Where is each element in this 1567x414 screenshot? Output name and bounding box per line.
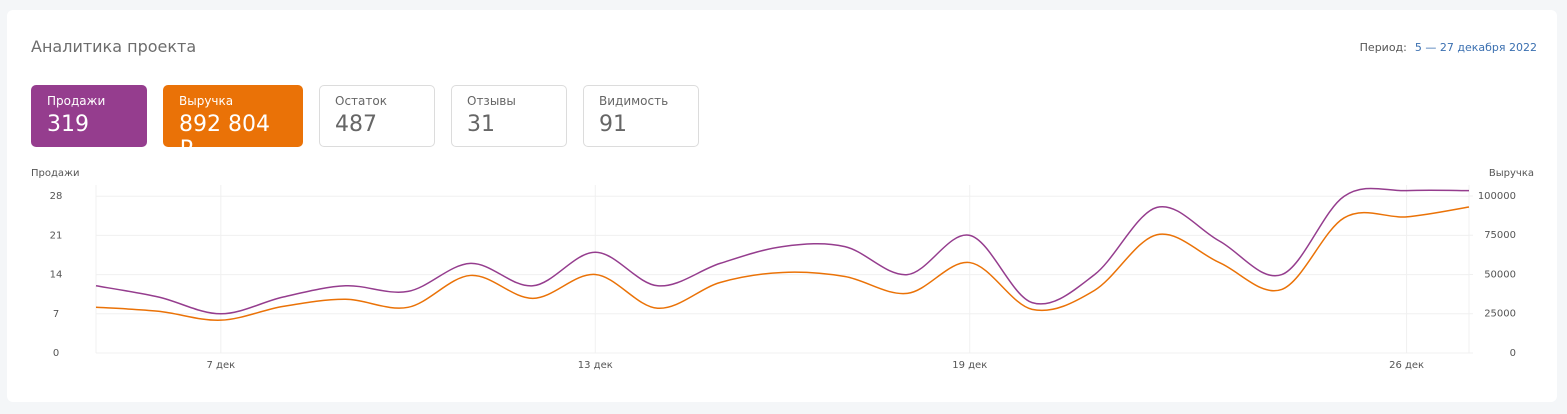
x-tick-label: 13 дек xyxy=(578,360,613,371)
y-tick-label: 14 xyxy=(50,270,63,281)
period: Период: 5 — 27 декабря 2022 xyxy=(1360,41,1537,54)
panel-title: Аналитика проекта xyxy=(31,37,197,56)
x-tick-label: 26 дек xyxy=(1389,360,1424,371)
card-label: Видимость xyxy=(599,94,669,108)
y2-tick-label: 50000 xyxy=(1484,269,1516,280)
metric-card[interactable]: Выручка 892 804 ₽ xyxy=(163,85,303,162)
y2-tick-label: 25000 xyxy=(1484,309,1516,320)
card-label: Выручка xyxy=(179,94,234,108)
card-value: 487 xyxy=(335,112,377,137)
card-label: Остаток xyxy=(335,94,387,108)
card-value: 91 xyxy=(599,112,627,137)
y2-tick-label: 75000 xyxy=(1484,230,1516,241)
y-tick-label: 28 xyxy=(50,191,63,202)
y2-axis-title: Выручка xyxy=(1489,168,1534,179)
y-axis-title: Продажи xyxy=(31,168,80,179)
metric-card[interactable]: Видимость 91 xyxy=(583,85,699,147)
period-value[interactable]: 5 — 27 декабря 2022 xyxy=(1414,41,1537,54)
card-value: 319 xyxy=(47,112,89,137)
metric-card[interactable]: Отзывы 31 xyxy=(451,85,567,147)
card-label: Отзывы xyxy=(467,94,516,108)
y2-tick-label: 100000 xyxy=(1478,191,1516,202)
y-tick-label: 21 xyxy=(50,230,63,241)
card-value: 892 804 ₽ xyxy=(179,112,270,162)
series-line xyxy=(95,187,1470,315)
analytics-panel: Аналитика проекта Период: 5 — 27 декабря … xyxy=(7,10,1557,402)
y-tick-label: 7 xyxy=(53,309,59,320)
series-line xyxy=(95,206,1470,321)
y2-tick-label: 0 xyxy=(1510,348,1516,359)
period-label: Период: xyxy=(1359,41,1407,54)
metric-card[interactable]: Продажи 319 xyxy=(31,85,147,147)
card-label: Продажи xyxy=(47,94,106,108)
x-tick-label: 7 дек xyxy=(206,360,235,371)
card-value: 31 xyxy=(467,112,495,137)
metric-card[interactable]: Остаток 487 xyxy=(319,85,435,147)
x-tick-label: 19 дек xyxy=(952,360,987,371)
y-tick-label: 0 xyxy=(53,348,59,359)
